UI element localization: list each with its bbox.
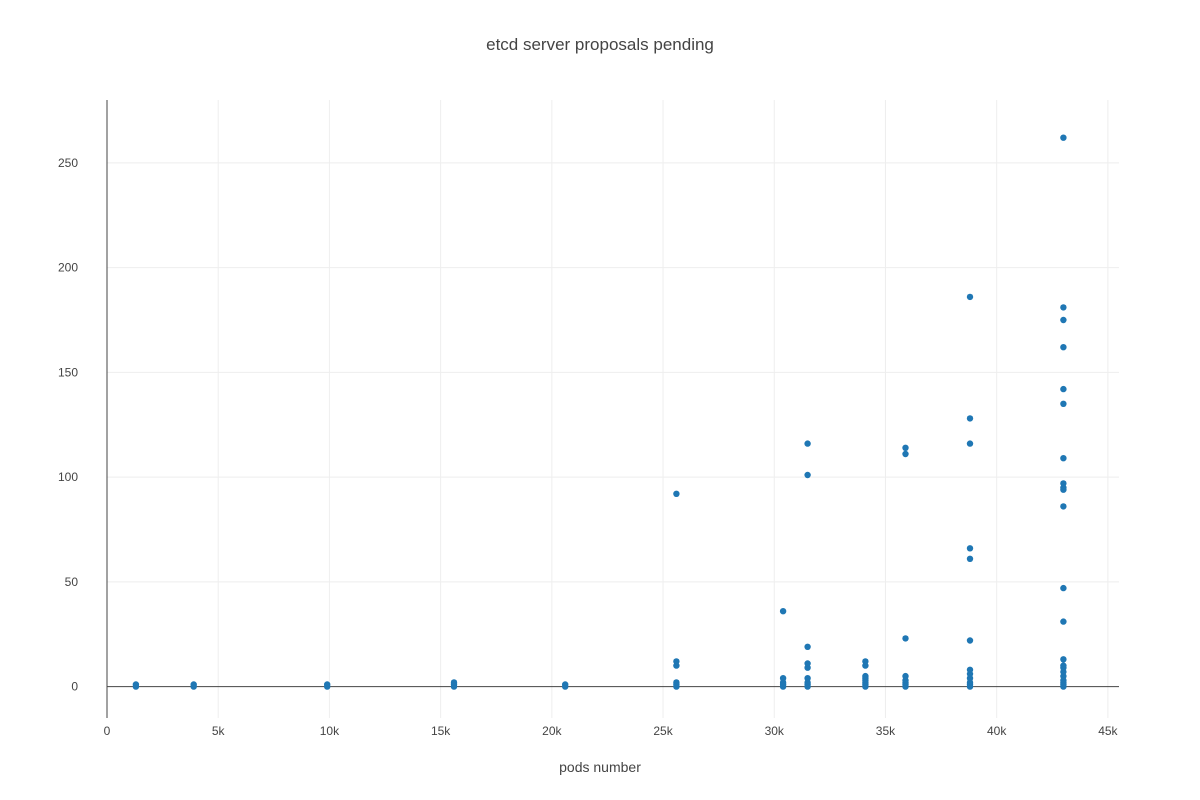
gridlines	[107, 100, 1119, 718]
x-tick-label: 0	[104, 724, 111, 738]
scatter-point	[902, 450, 909, 458]
scatter-point	[902, 672, 909, 680]
scatter-point	[1060, 656, 1067, 663]
scatter-point	[862, 658, 869, 665]
x-tick-label: 35k	[876, 724, 896, 738]
scatter-point	[966, 293, 974, 301]
data-points	[132, 134, 1067, 690]
y-tick-label: 200	[58, 261, 78, 275]
scatter-point	[132, 681, 140, 688]
x-tick-label: 20k	[542, 724, 562, 738]
scatter-point	[1060, 400, 1067, 407]
scatter-point	[324, 681, 331, 688]
scatter-point	[804, 660, 811, 667]
scatter-point	[862, 672, 869, 680]
chart-title: etcd server proposals pending	[486, 35, 714, 54]
scatter-point	[1060, 503, 1067, 510]
x-tick-label: 25k	[653, 724, 673, 738]
x-axis-title: pods number	[559, 759, 641, 775]
axes	[106, 100, 1119, 718]
scatter-point	[562, 681, 569, 688]
scatter-point	[804, 675, 811, 682]
x-tick-label: 30k	[765, 724, 785, 738]
scatter-point	[966, 440, 974, 447]
y-tick-label: 50	[65, 575, 79, 589]
scatter-point	[1060, 385, 1067, 393]
scatter-point	[804, 471, 811, 479]
scatter-point	[966, 415, 974, 422]
scatter-point	[1060, 344, 1067, 351]
scatter-point	[1060, 480, 1067, 487]
scatter-point	[450, 679, 458, 686]
scatter-point	[1060, 316, 1067, 324]
scatter-point	[779, 675, 787, 682]
scatter-point	[902, 444, 909, 451]
scatter-point	[1060, 304, 1067, 311]
y-tick-label: 100	[58, 470, 78, 484]
scatter-point	[1060, 455, 1067, 462]
scatter-point	[966, 545, 974, 552]
scatter-point	[804, 643, 811, 650]
scatter-point	[902, 635, 909, 642]
x-tick-label: 10k	[320, 724, 340, 738]
scatter-point	[1060, 584, 1067, 592]
scatter-point	[966, 637, 974, 644]
y-tick-label: 150	[58, 365, 78, 379]
scatter-point	[804, 440, 811, 447]
y-tick-label: 0	[71, 680, 78, 694]
x-tick-label: 45k	[1098, 724, 1118, 738]
x-tick-label: 40k	[987, 724, 1007, 738]
x-tick-label: 5k	[212, 724, 226, 738]
scatter-point	[190, 681, 197, 688]
scatter-point	[673, 490, 680, 497]
scatter-point	[1060, 618, 1067, 625]
scatter-point	[1060, 134, 1067, 141]
scatter-point	[673, 658, 680, 665]
scatter-point	[966, 666, 974, 673]
scatter-point	[779, 608, 787, 615]
x-tick-label: 15k	[431, 724, 451, 738]
scatter-point	[1060, 662, 1067, 669]
scatter-point	[966, 555, 974, 562]
tick-labels: 0 5k 10k 15k 20k 25k 30k 35k 40k 45k 0 50 100 150 200 2…	[58, 156, 1119, 738]
y-tick-label: 250	[58, 156, 78, 170]
scatter-point	[673, 679, 680, 686]
